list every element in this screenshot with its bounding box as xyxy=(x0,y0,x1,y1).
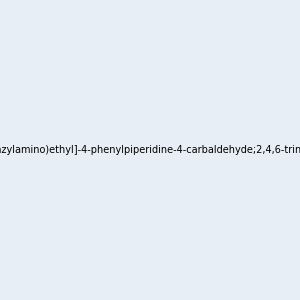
Text: 1-[2-(dibenzylamino)ethyl]-4-phenylpiperidine-4-carbaldehyde;2,4,6-trinitropheno: 1-[2-(dibenzylamino)ethyl]-4-phenylpiper… xyxy=(0,145,300,155)
